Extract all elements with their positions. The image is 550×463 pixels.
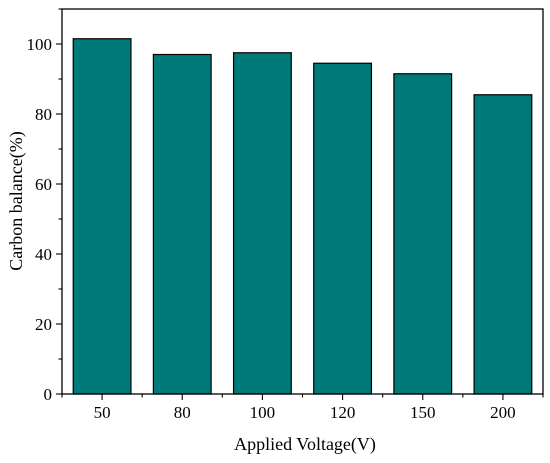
bar-100: [232, 52, 292, 395]
x-tick-label: 50: [94, 403, 111, 422]
x-tick-label: 200: [490, 403, 516, 422]
y-tick-label: 0: [44, 385, 53, 404]
x-axis-title: Applied Voltage(V): [234, 434, 376, 455]
plot-border: [61, 8, 544, 395]
y-tick-label: 40: [35, 245, 52, 264]
y-axis-ticks: 0 20 40 60 80 100: [27, 8, 62, 404]
bar-120: [313, 62, 373, 395]
x-tick-label: 80: [174, 403, 191, 422]
bar-200: [473, 94, 533, 395]
bar-80: [152, 53, 212, 395]
y-tick-label: 20: [35, 315, 52, 334]
plot-frame: [61, 8, 544, 395]
y-tick-label: 100: [27, 35, 53, 54]
y-axis-title: Carbon balance(%): [6, 131, 27, 270]
x-tick-label: 120: [330, 403, 356, 422]
y-tick-label: 80: [35, 105, 52, 124]
bar-50: [72, 38, 132, 395]
bars: [72, 38, 533, 395]
x-tick-label: 100: [250, 403, 276, 422]
y-tick-label: 60: [35, 175, 52, 194]
x-tick-label: 150: [410, 403, 436, 422]
x-axis-ticks: 50 80 100 120 150 200: [61, 394, 544, 422]
bar-150: [393, 73, 453, 395]
